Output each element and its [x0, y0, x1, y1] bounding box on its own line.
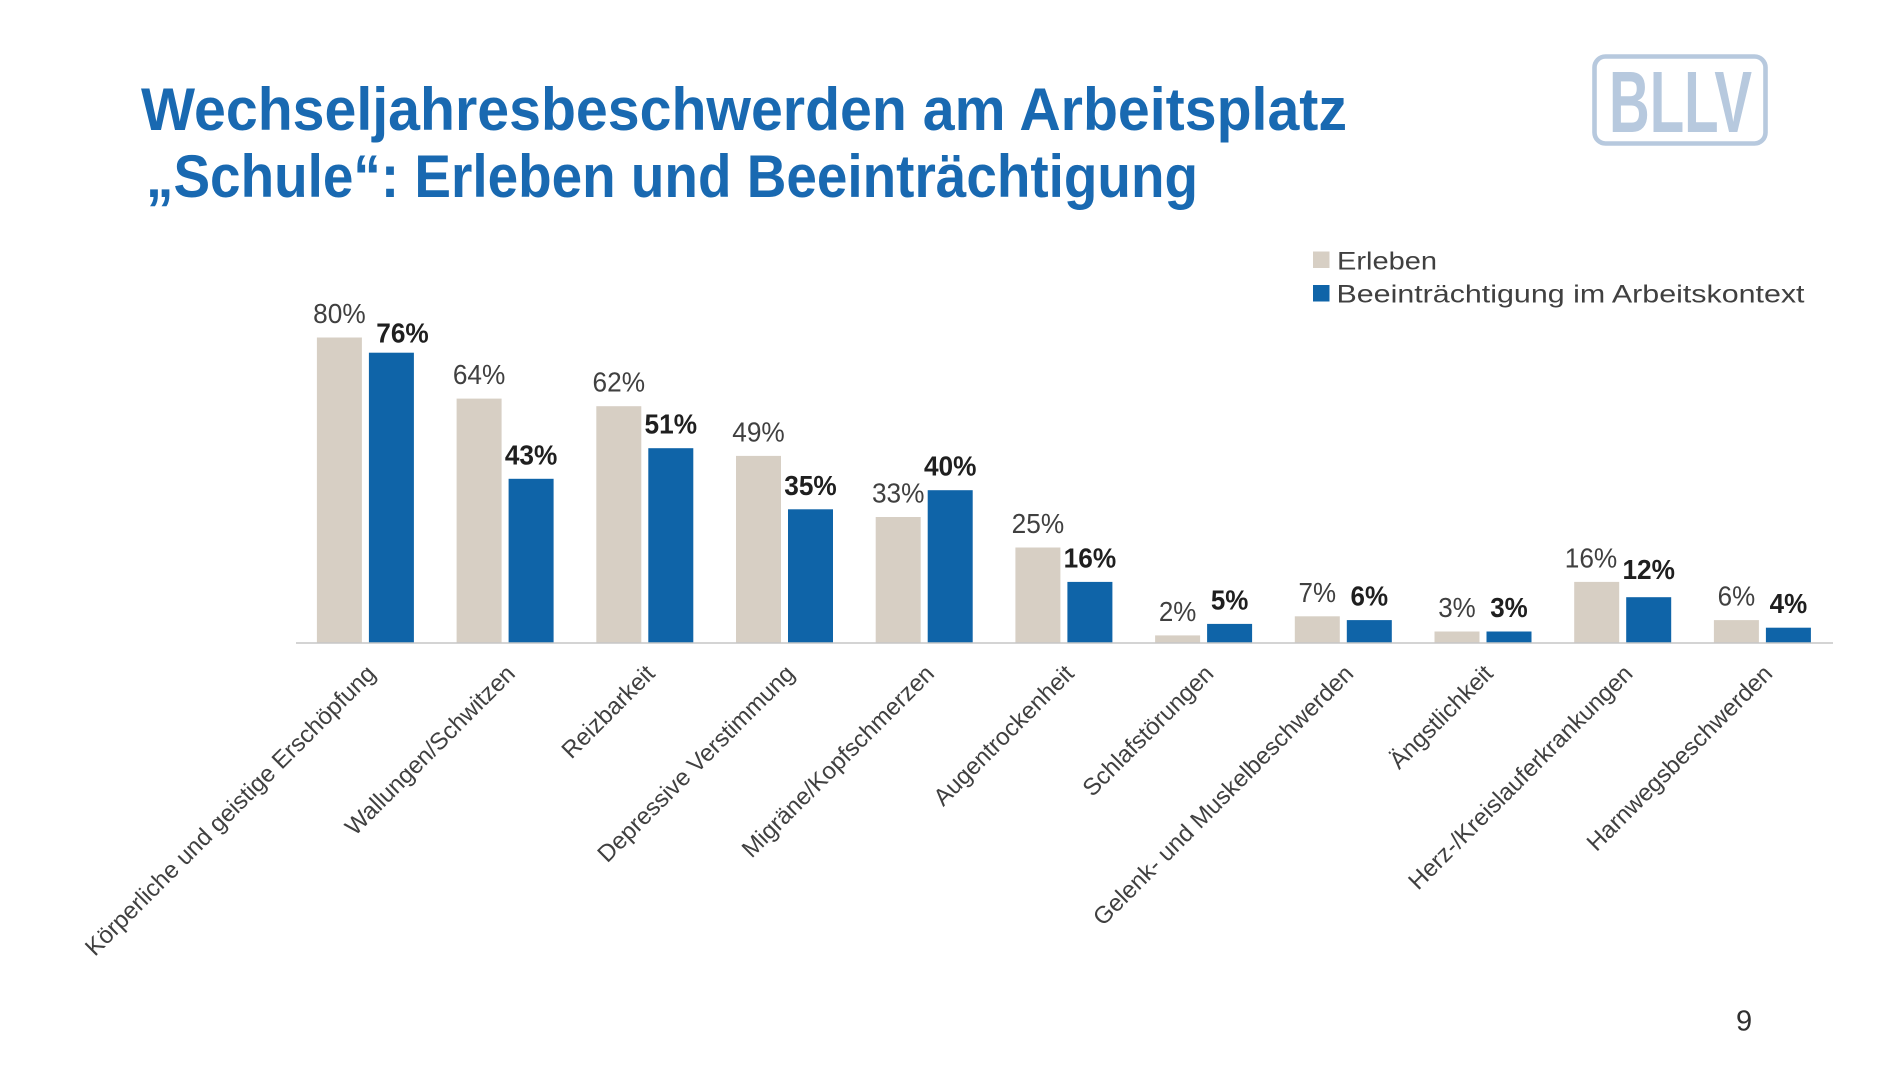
svg-text:76%: 76% [376, 318, 429, 349]
svg-text:62%: 62% [593, 367, 646, 398]
svg-text:80%: 80% [313, 298, 366, 329]
svg-text:6%: 6% [1351, 581, 1389, 612]
svg-text:Beeinträchtigung im Arbeitskon: Beeinträchtigung im Arbeitskontext [1337, 281, 1805, 309]
svg-text:43%: 43% [505, 439, 558, 470]
svg-text:25%: 25% [1012, 508, 1065, 539]
svg-text:BLLV: BLLV [1609, 54, 1752, 151]
svg-text:9: 9 [1736, 1006, 1752, 1038]
svg-text:5%: 5% [1211, 584, 1249, 615]
svg-text:64%: 64% [453, 359, 506, 390]
svg-text:40%: 40% [924, 451, 977, 482]
svg-text:16%: 16% [1064, 542, 1117, 573]
svg-text:16%: 16% [1565, 542, 1618, 573]
svg-text:3%: 3% [1490, 592, 1528, 623]
svg-text:Erleben: Erleben [1337, 248, 1437, 276]
svg-text:7%: 7% [1299, 577, 1337, 608]
svg-text:2%: 2% [1159, 596, 1197, 627]
svg-text:6%: 6% [1718, 581, 1756, 612]
svg-text:35%: 35% [784, 470, 837, 501]
svg-text:12%: 12% [1622, 554, 1675, 585]
svg-text:„Schule“: Erleben und Beeinträ: „Schule“: Erleben und Beeinträchtigung [146, 143, 1198, 210]
svg-text:3%: 3% [1438, 592, 1476, 623]
svg-text:51%: 51% [645, 409, 698, 440]
svg-text:4%: 4% [1770, 588, 1808, 619]
svg-text:Wechseljahresbeschwerden am Ar: Wechseljahresbeschwerden am Arbeitsplatz [141, 76, 1347, 143]
svg-text:49%: 49% [732, 416, 785, 447]
svg-text:33%: 33% [872, 478, 925, 509]
